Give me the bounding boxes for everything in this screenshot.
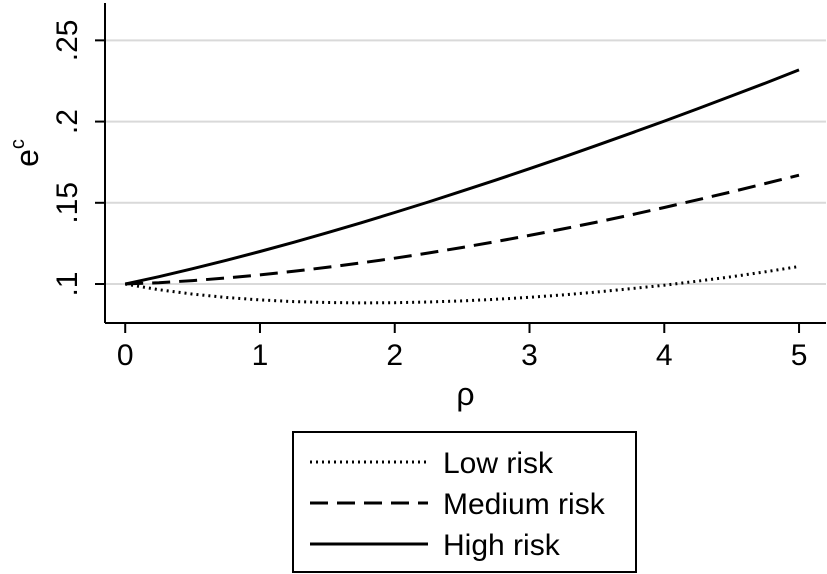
- series-line-high-risk: [124, 68, 800, 286]
- series-lines: [124, 68, 800, 305]
- y-axis-title-superscript: c: [7, 139, 29, 149]
- y-tick-label: .15: [51, 182, 84, 224]
- x-tick-label: 1: [252, 339, 269, 372]
- y-tick-label: .2: [51, 109, 84, 134]
- x-tick-label: 4: [656, 339, 673, 372]
- x-tick-label: 2: [386, 339, 403, 372]
- ticks: .1 .15 .2 .25 0 1 2 3 4 5: [51, 20, 807, 372]
- x-tick-label: 5: [791, 339, 808, 372]
- legend: Low risk Medium risk High risk: [292, 431, 637, 573]
- y-axis-title: ec: [7, 139, 45, 167]
- x-axis-title: ρ: [456, 376, 474, 412]
- series-line-medium-risk: [125, 173, 800, 286]
- legend-box: [292, 431, 637, 573]
- y-axis-title-base: e: [9, 149, 45, 167]
- x-tick-label: 0: [117, 339, 134, 372]
- legend-label: Medium risk: [443, 488, 606, 521]
- grid-lines: [105, 39, 826, 286]
- axes: [104, 3, 826, 324]
- y-tick-label: .1: [51, 271, 84, 296]
- x-tick-label: 3: [521, 339, 538, 372]
- legend-label: High risk: [443, 529, 561, 562]
- y-tick-label: .25: [51, 20, 84, 62]
- legend-label: Low risk: [443, 447, 554, 480]
